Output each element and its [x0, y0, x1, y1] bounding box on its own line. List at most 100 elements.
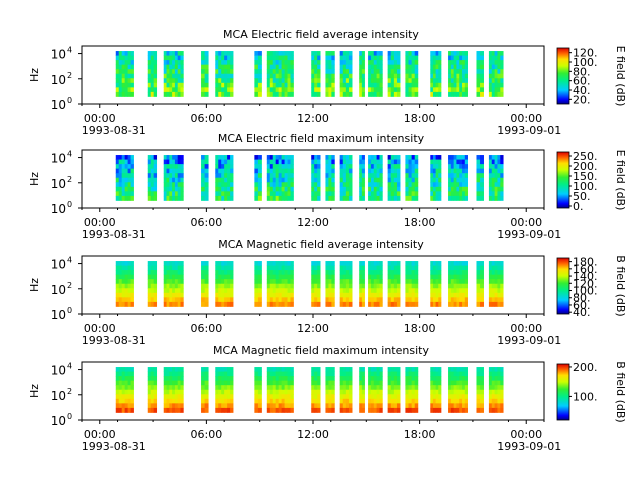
- spectrogram-cell: [174, 261, 179, 266]
- spectrogram-cell: [278, 164, 283, 170]
- spectrogram-cell: [476, 177, 481, 183]
- spectrogram-cell: [218, 173, 222, 179]
- spectrogram-cell: [345, 155, 350, 160]
- spectrogram-cell: [230, 191, 234, 197]
- spectrogram-cell: [227, 191, 231, 197]
- spectrogram-cell: [215, 265, 219, 271]
- spectrogram-cell: [359, 51, 363, 56]
- spectrogram-cell: [432, 195, 437, 201]
- spectrogram-cell: [127, 367, 131, 372]
- spectrogram-cell: [438, 91, 442, 97]
- spectrogram-cell: [462, 73, 466, 79]
- spectrogram-cell: [342, 91, 347, 97]
- spectrogram-cell: [218, 407, 222, 413]
- spectrogram-cell: [269, 292, 274, 298]
- spectrogram-cell: [342, 51, 347, 56]
- spectrogram-cell: [459, 186, 463, 192]
- spectrogram-cell: [373, 398, 378, 404]
- spectrogram-cell: [227, 195, 231, 201]
- spectrogram-cell: [396, 407, 401, 413]
- spectrogram-cell: [488, 64, 493, 70]
- spectrogram-cell: [435, 177, 439, 183]
- spectrogram-cell: [361, 78, 365, 84]
- spectrogram-cell: [432, 60, 437, 66]
- spectrogram-cell: [124, 367, 129, 372]
- spectrogram-cell: [290, 274, 294, 280]
- spectrogram-cell: [169, 78, 173, 84]
- spectrogram-cell: [130, 265, 134, 271]
- spectrogram-cell: [287, 265, 291, 271]
- spectrogram-cell: [147, 60, 152, 66]
- spectrogram-cell: [153, 407, 158, 413]
- spectrogram-cell: [311, 164, 315, 170]
- spectrogram-cell: [174, 73, 179, 79]
- spectrogram-cell: [124, 186, 129, 192]
- spectrogram-cell: [373, 270, 378, 276]
- spectrogram-cell: [331, 407, 335, 413]
- spectrogram-cell: [438, 292, 442, 298]
- spectrogram-cell: [275, 164, 280, 170]
- y-tick-exponent: 4: [67, 256, 72, 265]
- spectrogram-cell: [124, 398, 129, 404]
- colorbar-tick-label: 120.: [573, 277, 598, 290]
- spectrogram-cell: [476, 270, 481, 276]
- spectrogram-cell: [464, 64, 468, 70]
- spectrogram-cell: [272, 274, 277, 280]
- spectrogram-cell: [480, 398, 484, 404]
- spectrogram-cell: [368, 376, 372, 382]
- spectrogram-cell: [169, 301, 173, 307]
- spectrogram-cell: [215, 274, 219, 280]
- spectrogram-cell: [387, 403, 392, 409]
- spectrogram-cell: [405, 173, 409, 179]
- spectrogram-cell: [435, 87, 439, 93]
- spectrogram-cell: [405, 168, 409, 174]
- spectrogram-cell: [453, 403, 457, 409]
- spectrogram-cell: [281, 168, 285, 174]
- spectrogram-cell: [284, 297, 288, 303]
- spectrogram-cell: [500, 173, 504, 179]
- spectrogram-cell: [453, 394, 457, 400]
- spectrogram-cell: [204, 87, 209, 93]
- spectrogram-cell: [278, 367, 283, 372]
- spectrogram-cell: [456, 60, 460, 66]
- spectrogram-cell: [278, 394, 283, 400]
- spectrogram-cell: [370, 371, 375, 377]
- spectrogram-cell: [163, 177, 167, 183]
- spectrogram-cell: [373, 389, 378, 395]
- spectrogram-cell: [166, 195, 170, 201]
- spectrogram-cell: [497, 173, 501, 179]
- spectrogram-cell: [163, 60, 167, 66]
- spectrogram-cell: [387, 64, 392, 70]
- spectrogram-cell: [201, 91, 205, 97]
- spectrogram-cell: [275, 73, 280, 79]
- spectrogram-cell: [497, 51, 501, 56]
- spectrogram-cell: [224, 82, 228, 88]
- x-tick-label: 00:00: [84, 322, 116, 335]
- spectrogram-cell: [459, 292, 463, 298]
- spectrogram-cell: [411, 270, 416, 276]
- spectrogram-cell: [218, 398, 222, 404]
- y-axis-label: Hz: [28, 68, 41, 82]
- spectrogram-cell: [130, 82, 134, 88]
- spectrogram-cell: [368, 367, 372, 372]
- spectrogram-cell: [115, 288, 120, 294]
- spectrogram-cell: [254, 376, 259, 382]
- spectrogram-cell: [201, 87, 205, 93]
- spectrogram-cell: [387, 376, 392, 382]
- spectrogram-cell: [121, 394, 126, 400]
- spectrogram-cell: [328, 168, 332, 174]
- spectrogram-cell: [177, 261, 181, 266]
- spectrogram-cell: [325, 385, 329, 391]
- spectrogram-cell: [278, 64, 283, 70]
- y-tick-label: 10: [51, 98, 66, 112]
- spectrogram-cell: [370, 407, 375, 413]
- spectrogram-cell: [169, 182, 173, 188]
- spectrogram-cell: [500, 376, 504, 382]
- spectrogram-cell: [227, 367, 231, 372]
- spectrogram-cell: [480, 270, 484, 276]
- spectrogram-cell: [390, 159, 395, 165]
- spectrogram-cell: [311, 407, 315, 413]
- spectrogram-cell: [163, 173, 167, 179]
- spectrogram-cell: [163, 283, 167, 289]
